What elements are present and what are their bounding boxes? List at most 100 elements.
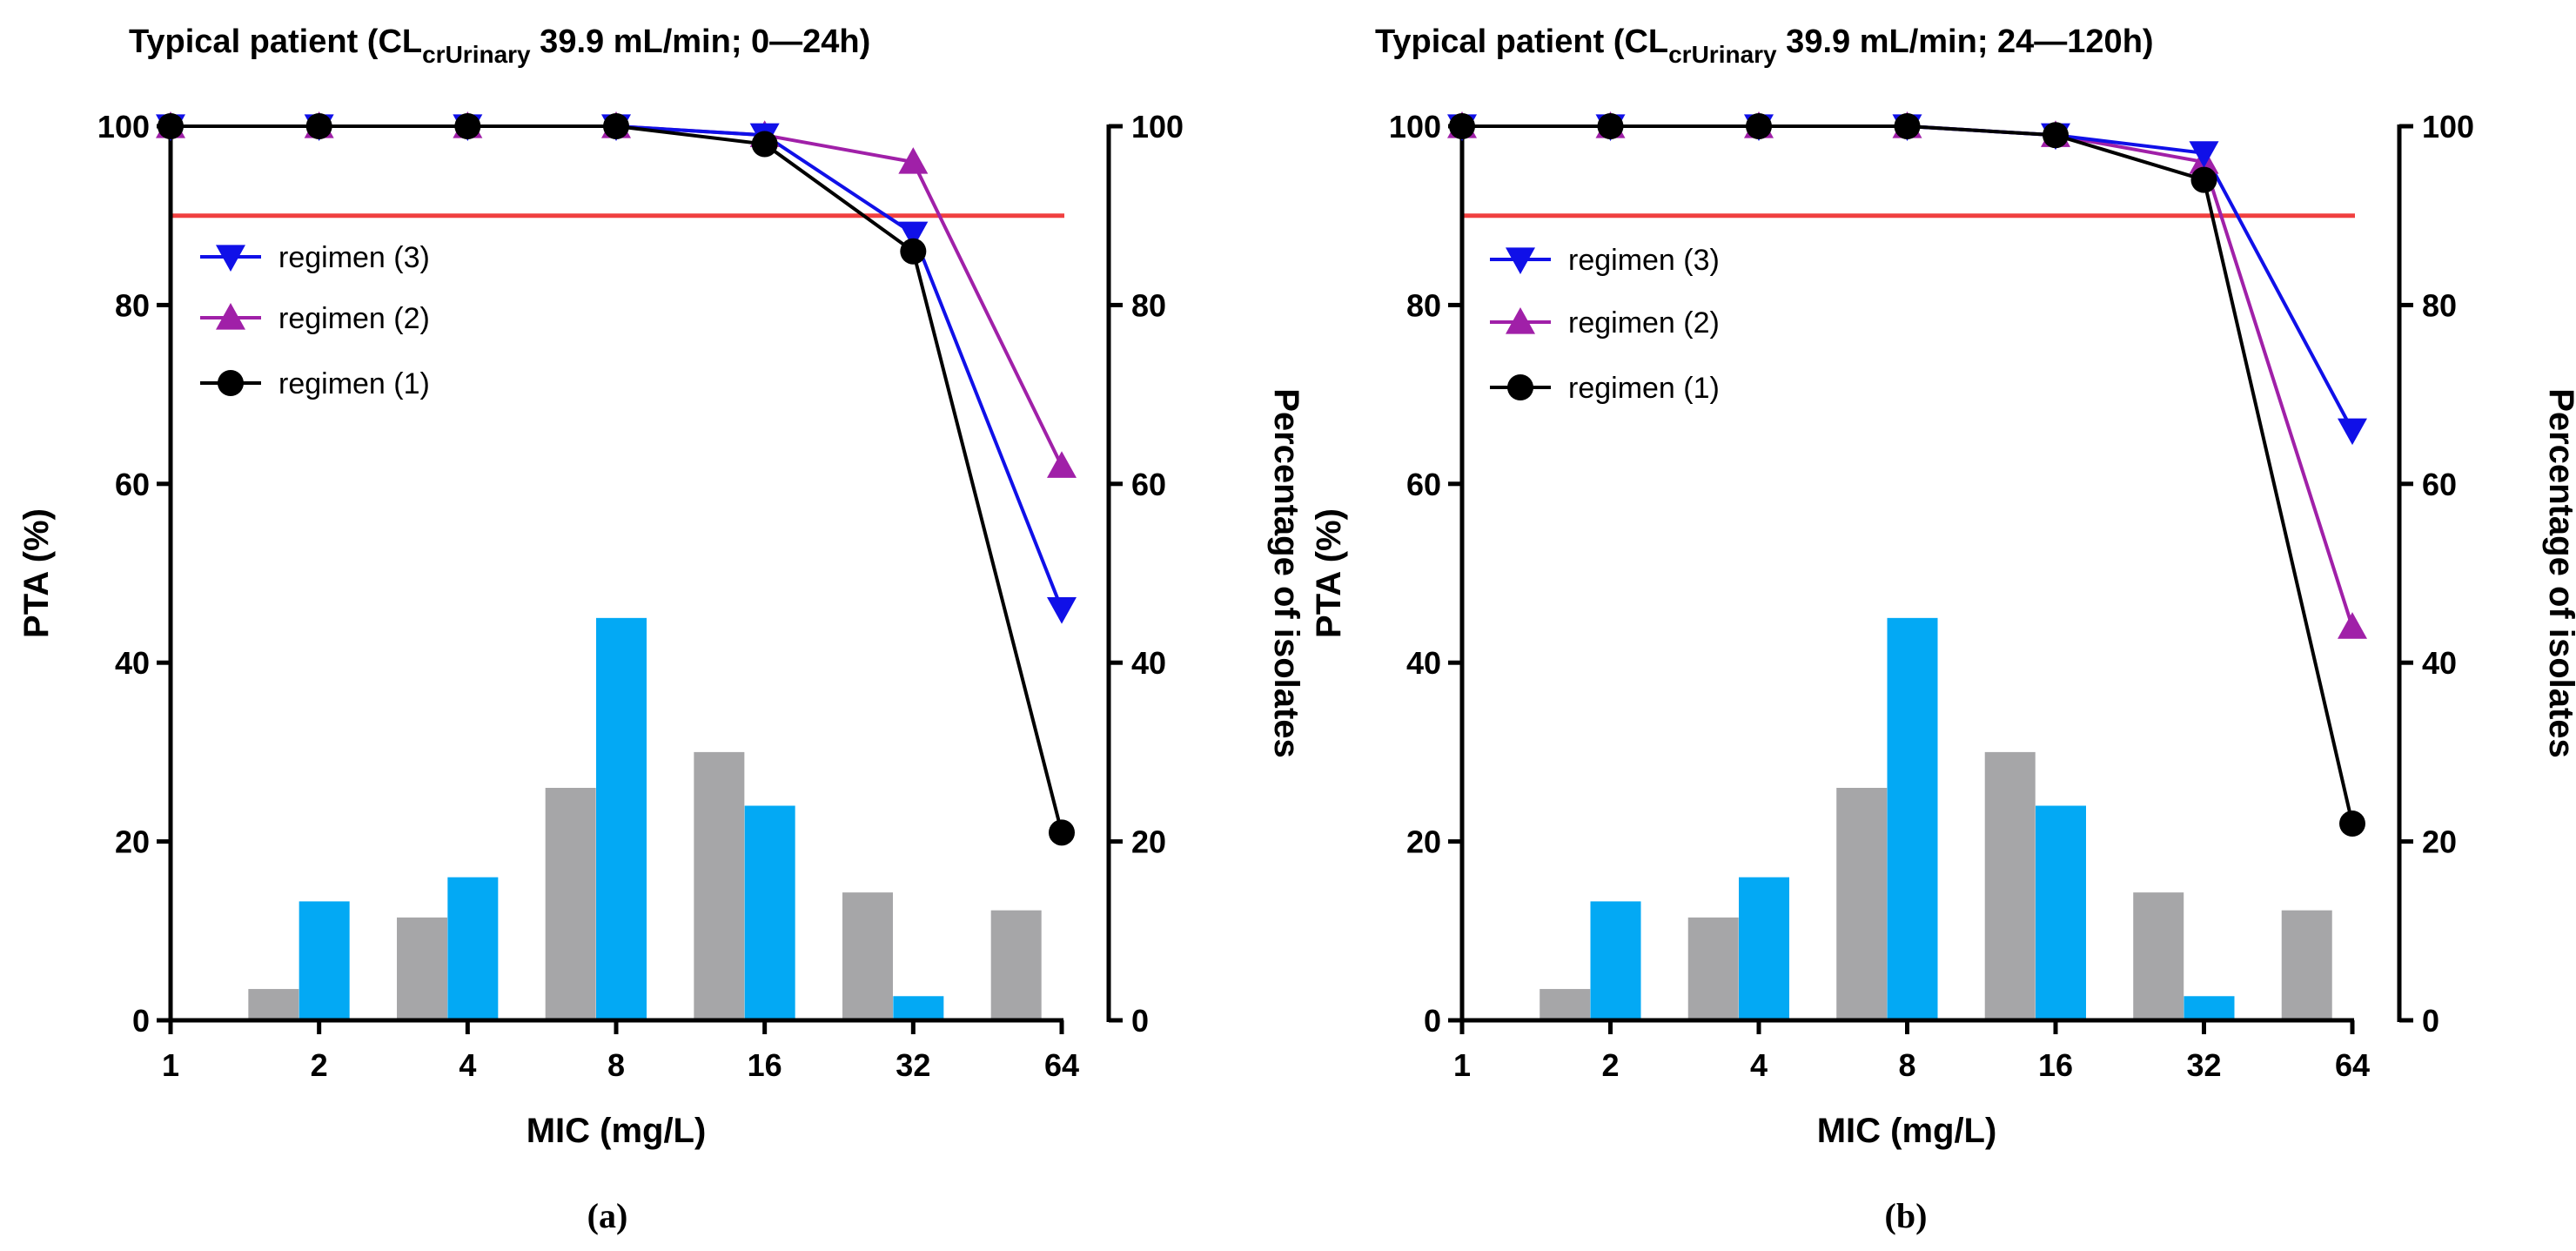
chart-b-point-regimen-3--64 (2338, 418, 2367, 446)
chart-b-point-regimen-1--64 (2339, 810, 2365, 837)
chart-b-legend-marker-2 (1507, 374, 1533, 400)
chart-a-bar-blue-2 (299, 901, 350, 1020)
chart-a-x-tick-label-32: 32 (896, 1047, 930, 1083)
chart-b-x-tick-label-32: 32 (2186, 1047, 2221, 1083)
chart-a-series-line-regimen-2- (171, 124, 1063, 467)
chart-a-y2-tick-label-20: 20 (1131, 824, 1166, 860)
chart-a-point-regimen-1--64 (1049, 819, 1075, 846)
chart-a-y-tick-label-0: 0 (132, 1003, 150, 1039)
chart-b-y2-tick-label-80: 80 (2422, 287, 2457, 323)
chart-a-y2-tick-label-0: 0 (1131, 1003, 1149, 1039)
chart-a-y-tick-label-60: 60 (115, 467, 150, 502)
chart-a-x-tick-label-1: 1 (162, 1047, 179, 1083)
chart-a-bar-gray-16 (694, 751, 745, 1020)
chart-b-point-regimen-1--1 (1449, 113, 1475, 139)
chart-b-y-tick-label-80: 80 (1406, 287, 1441, 323)
chart-a-bar-gray-32 (842, 892, 894, 1020)
chart-b-bar-gray-32 (2133, 892, 2184, 1020)
chart-b-y2-tick-label-40: 40 (2422, 645, 2457, 681)
chart-b-x-tick-label-1: 1 (1453, 1047, 1471, 1083)
chart-a-point-regimen-3--32 (898, 221, 929, 249)
chart-b-point-regimen-3--32 (2189, 141, 2219, 168)
chart-b-bar-gray-4 (1687, 917, 1739, 1020)
chart-b-panel-label: (b) (1885, 1196, 1928, 1235)
chart-b-title-prefix: Typical patient (CL (1375, 24, 1668, 60)
chart-b-title-subscript: crUrinary (1668, 41, 1777, 68)
chart-b-bar-blue-8 (1887, 617, 1938, 1020)
chart-b-title: Typical patient (CLcrUrinary 39.9 mL/min… (1375, 24, 2154, 68)
chart-a-y-axis-label: PTA (%) (17, 508, 56, 638)
chart-a-title-suffix: 39.9 mL/min; 0—24h) (531, 24, 871, 60)
chart-a-point-regimen-1--2 (305, 113, 332, 139)
chart-b-point-regimen-1--32 (2190, 166, 2217, 193)
chart-a-bar-gray-64 (990, 910, 1042, 1020)
chart-b-point-regimen-1--4 (1746, 113, 1772, 139)
chart-b-x-tick-label-2: 2 (1601, 1047, 1619, 1083)
chart-a-bar-blue-8 (596, 617, 647, 1020)
chart-b-y-tick-label-60: 60 (1406, 467, 1441, 502)
chart-a-title-subscript: crUrinary (422, 41, 531, 68)
chart-a-y2-tick-label-40: 40 (1131, 645, 1166, 681)
chart-b-y2-tick-label-100: 100 (2422, 109, 2474, 145)
chart-a-y-tick-label-80: 80 (115, 287, 150, 323)
chart-a-legend-marker-1 (216, 303, 245, 330)
chart-b-legend-marker-0 (1506, 247, 1535, 274)
chart-a-point-regimen-2--32 (898, 147, 929, 174)
chart-a-point-regimen-3--64 (1047, 596, 1077, 624)
chart-a-legend-marker-2 (218, 370, 244, 396)
chart-b-y-tick-label-40: 40 (1406, 645, 1441, 681)
chart-a-y-tick-label-100: 100 (97, 109, 150, 145)
chart-a-legend-label-1: regimen (2) (278, 302, 430, 335)
chart-a-y-tick-label-40: 40 (115, 645, 150, 681)
chart-a-point-regimen-1--1 (158, 113, 184, 139)
chart-b-point-regimen-1--16 (2043, 122, 2069, 149)
chart-b-y-axis-label: PTA (%) (1310, 508, 1348, 638)
chart-b-bar-blue-16 (2036, 805, 2086, 1020)
chart-a-point-regimen-1--8 (603, 113, 629, 139)
chart-b-point-regimen-1--8 (1894, 113, 1921, 139)
chart-a-bar-blue-4 (447, 877, 499, 1020)
chart-b-point-regimen-2--64 (2338, 612, 2367, 639)
chart-a-panel: Typical patient (CLcrUrinary 39.9 mL/min… (17, 24, 1305, 1235)
chart-a-y2-axis-label: Percentage of isolates (1267, 388, 1305, 758)
chart-a-x-tick-label-8: 8 (607, 1047, 625, 1083)
chart-b-x-tick-label-4: 4 (1750, 1047, 1768, 1083)
chart-a-bar-gray-4 (397, 917, 448, 1020)
chart-b-bar-gray-64 (2281, 910, 2332, 1020)
chart-b-bar-blue-4 (1739, 877, 1789, 1020)
chart-a-legend-label-0: regimen (3) (278, 241, 430, 274)
chart-b-bar-gray-2 (1540, 989, 1591, 1020)
chart-a-y2-tick-label-80: 80 (1131, 287, 1166, 323)
chart-a-point-regimen-1--32 (900, 238, 927, 265)
chart-b-bar-blue-2 (1590, 901, 1641, 1020)
chart-b-x-tick-label-64: 64 (2335, 1047, 2370, 1083)
chart-a-legend-marker-0 (216, 245, 245, 272)
chart-a-x-tick-label-4: 4 (459, 1047, 476, 1083)
chart-a-x-axis-label: MIC (mg/L) (527, 1112, 707, 1150)
chart-a-point-regimen-2--64 (1047, 451, 1077, 478)
chart-b-y-tick-label-20: 20 (1406, 824, 1441, 860)
chart-b-legend-label-1: regimen (2) (1568, 306, 1720, 340)
chart-b-legend-label-0: regimen (3) (1568, 244, 1720, 277)
chart-a-point-regimen-1--16 (751, 131, 778, 158)
chart-b-x-tick-label-8: 8 (1898, 1047, 1915, 1083)
chart-a-y2-tick-label-60: 60 (1131, 467, 1166, 502)
chart-a-y-tick-label-20: 20 (115, 824, 150, 860)
chart-a-x-tick-label-64: 64 (1044, 1047, 1079, 1083)
chart-a-title-prefix: Typical patient (CL (129, 24, 422, 60)
chart-b-bar-blue-32 (2184, 996, 2235, 1020)
chart-a-x-tick-label-2: 2 (311, 1047, 328, 1083)
chart-b-panel: Typical patient (CLcrUrinary 39.9 mL/min… (1310, 24, 2576, 1235)
chart-b-y2-tick-label-20: 20 (2422, 824, 2457, 860)
chart-a-bar-blue-32 (893, 996, 944, 1020)
chart-b-y2-tick-label-0: 0 (2422, 1003, 2439, 1039)
chart-a-x-tick-label-16: 16 (748, 1047, 782, 1083)
chart-b-legend-marker-1 (1506, 307, 1535, 334)
chart-b-y-tick-label-100: 100 (1389, 109, 1441, 145)
chart-b-bar-gray-8 (1836, 787, 1888, 1020)
chart-b-y2-axis-label: Percentage of isolates (2542, 388, 2576, 758)
chart-b-legend-label-2: regimen (1) (1568, 372, 1720, 405)
chart-a-point-regimen-1--4 (454, 113, 481, 139)
chart-a-panel-label: (a) (587, 1196, 628, 1235)
